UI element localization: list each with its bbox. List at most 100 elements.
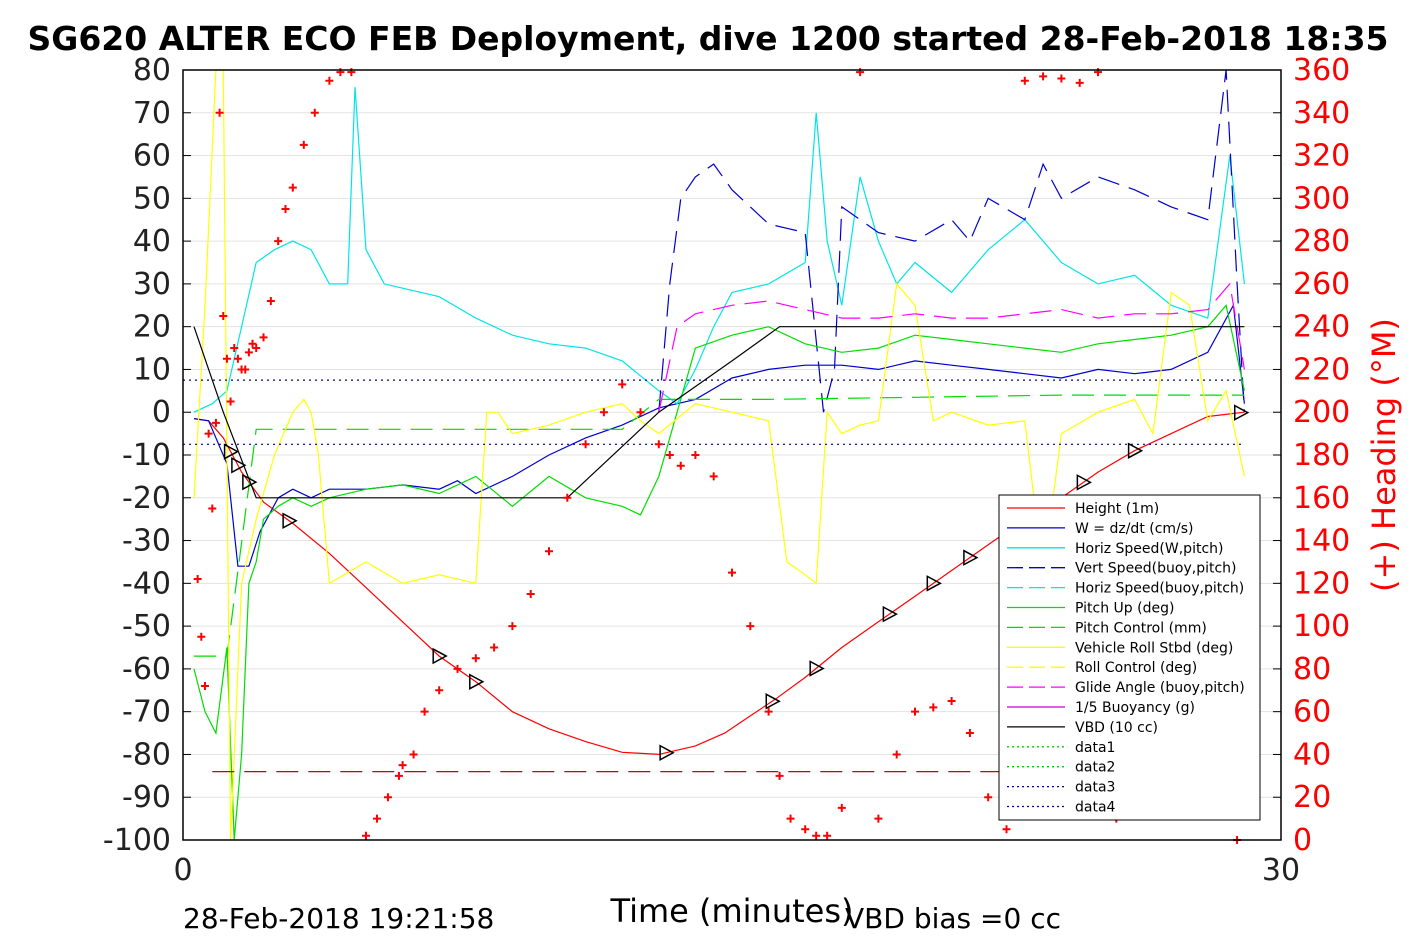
heading-point bbox=[508, 622, 517, 631]
y-right-tick-label: 300 bbox=[1293, 181, 1350, 216]
heading-point bbox=[197, 632, 206, 641]
legend-label: 1/5 Buoyancy (g) bbox=[1075, 700, 1195, 716]
heading-point bbox=[837, 803, 846, 812]
heading-point bbox=[409, 750, 418, 759]
heading-point bbox=[929, 703, 938, 712]
y-left-tick-label: -50 bbox=[122, 609, 171, 644]
heading-point bbox=[362, 831, 370, 840]
heading-point bbox=[394, 771, 403, 780]
y-left-tick-label: -20 bbox=[122, 481, 171, 516]
dive-marker bbox=[231, 457, 247, 474]
dive-marker bbox=[432, 647, 448, 665]
dive-marker bbox=[1127, 442, 1144, 459]
heading-point bbox=[786, 814, 795, 823]
legend-label: Vehicle Roll Stbd (deg) bbox=[1075, 640, 1233, 656]
y-left-tick-label: 30 bbox=[133, 267, 171, 302]
heading-point bbox=[812, 831, 821, 840]
legend-label: W = dz/dt (cm/s) bbox=[1075, 521, 1194, 537]
y-left-tick-label: -100 bbox=[103, 823, 171, 858]
y-right-tick-label: 160 bbox=[1293, 481, 1350, 516]
legend-label: Vert Speed(buoy,pitch) bbox=[1075, 561, 1237, 577]
heading-point bbox=[230, 344, 239, 353]
y-left-tick-label: 20 bbox=[133, 310, 171, 345]
heading-point bbox=[709, 472, 718, 481]
heading-point bbox=[775, 771, 784, 780]
x-tick-label: 0 bbox=[173, 853, 192, 888]
y-left-tick-label: 70 bbox=[133, 96, 171, 131]
heading-point bbox=[200, 682, 209, 690]
dive-marker bbox=[223, 443, 240, 460]
legend: Height (1m) W = dz/dt (cm/s) Horiz Speed(W… bbox=[998, 494, 1261, 821]
heading-point bbox=[563, 493, 572, 502]
y-left-tick-label: -70 bbox=[122, 695, 171, 730]
legend-label: Height (1m) bbox=[1075, 501, 1159, 517]
footer-vbd-bias: VBD bias =0 cc bbox=[845, 902, 1061, 935]
tick-labels: 80706050403020100-10-20-30-40-50-60-70-8… bbox=[103, 53, 1350, 888]
heading-point bbox=[281, 205, 290, 214]
right-axis-label: (+) Heading (°M) bbox=[1365, 318, 1403, 592]
heading-point bbox=[222, 354, 231, 363]
dive-marker bbox=[882, 605, 898, 623]
chart-title: SG620 ALTER ECO FEB Deployment, dive 120… bbox=[27, 19, 1388, 58]
x-axis-label: Time (minutes) bbox=[610, 892, 854, 930]
heading-point bbox=[746, 622, 755, 631]
heading-point bbox=[676, 461, 685, 470]
heading-point bbox=[219, 311, 228, 320]
y-right-tick-label: 100 bbox=[1293, 609, 1350, 644]
dive-marker bbox=[1233, 404, 1250, 421]
y-right-tick-label: 140 bbox=[1293, 524, 1350, 559]
heading-point bbox=[244, 348, 253, 357]
y-right-tick-label: 240 bbox=[1293, 310, 1350, 345]
heading-point bbox=[599, 408, 608, 417]
legend-label: Pitch Up (deg) bbox=[1075, 601, 1174, 617]
heading-point bbox=[383, 793, 392, 802]
heading-point bbox=[325, 76, 334, 85]
heading-point bbox=[874, 814, 883, 823]
series-line bbox=[658, 282, 1245, 413]
heading-point bbox=[288, 183, 297, 192]
dive-marker bbox=[469, 673, 485, 690]
legend-label: data3 bbox=[1075, 780, 1115, 796]
dive-marker bbox=[282, 512, 298, 530]
heading-point bbox=[372, 814, 381, 823]
y-left-tick-label: -30 bbox=[122, 524, 171, 559]
y-left-tick-label: -90 bbox=[122, 780, 171, 815]
y-left-tick-label: 10 bbox=[133, 352, 171, 387]
heading-point bbox=[984, 793, 993, 802]
y-left-tick-label: -10 bbox=[122, 438, 171, 473]
heading-point bbox=[545, 547, 553, 556]
heading-point bbox=[728, 568, 736, 577]
y-right-tick-label: 40 bbox=[1293, 737, 1331, 772]
heading-point bbox=[1020, 76, 1029, 85]
legend-label: Pitch Control (mm) bbox=[1075, 620, 1207, 636]
y-right-tick-label: 20 bbox=[1293, 780, 1331, 815]
legend-label: data4 bbox=[1075, 800, 1116, 816]
y-left-tick-label: 80 bbox=[133, 53, 171, 88]
heading-point bbox=[947, 696, 956, 705]
heading-point bbox=[310, 108, 319, 117]
legend-label: Horiz Speed(buoy,pitch) bbox=[1075, 581, 1244, 597]
heading-point bbox=[252, 344, 261, 353]
y-left-tick-label: 0 bbox=[152, 395, 171, 430]
heading-point bbox=[490, 643, 499, 652]
dive-marker bbox=[242, 473, 258, 491]
heading-point bbox=[204, 429, 213, 438]
y-right-tick-label: 0 bbox=[1293, 823, 1312, 858]
legend-label: Roll Control (deg) bbox=[1075, 660, 1197, 676]
heading-point bbox=[266, 297, 275, 305]
heading-point bbox=[801, 825, 810, 834]
y-right-tick-label: 340 bbox=[1293, 96, 1350, 131]
heading-point bbox=[420, 707, 429, 716]
heading-point bbox=[211, 418, 220, 427]
dive-marker bbox=[809, 660, 825, 677]
heading-point bbox=[398, 761, 407, 770]
y-right-tick-label: 360 bbox=[1293, 53, 1350, 88]
heading-point bbox=[691, 451, 700, 459]
heading-point bbox=[823, 831, 832, 840]
heading-point bbox=[259, 333, 268, 342]
y-left-tick-label: 60 bbox=[133, 139, 171, 174]
y-left-tick-label: -80 bbox=[122, 737, 171, 772]
y-left-tick-label: -40 bbox=[122, 566, 171, 601]
heading-point bbox=[892, 750, 901, 759]
